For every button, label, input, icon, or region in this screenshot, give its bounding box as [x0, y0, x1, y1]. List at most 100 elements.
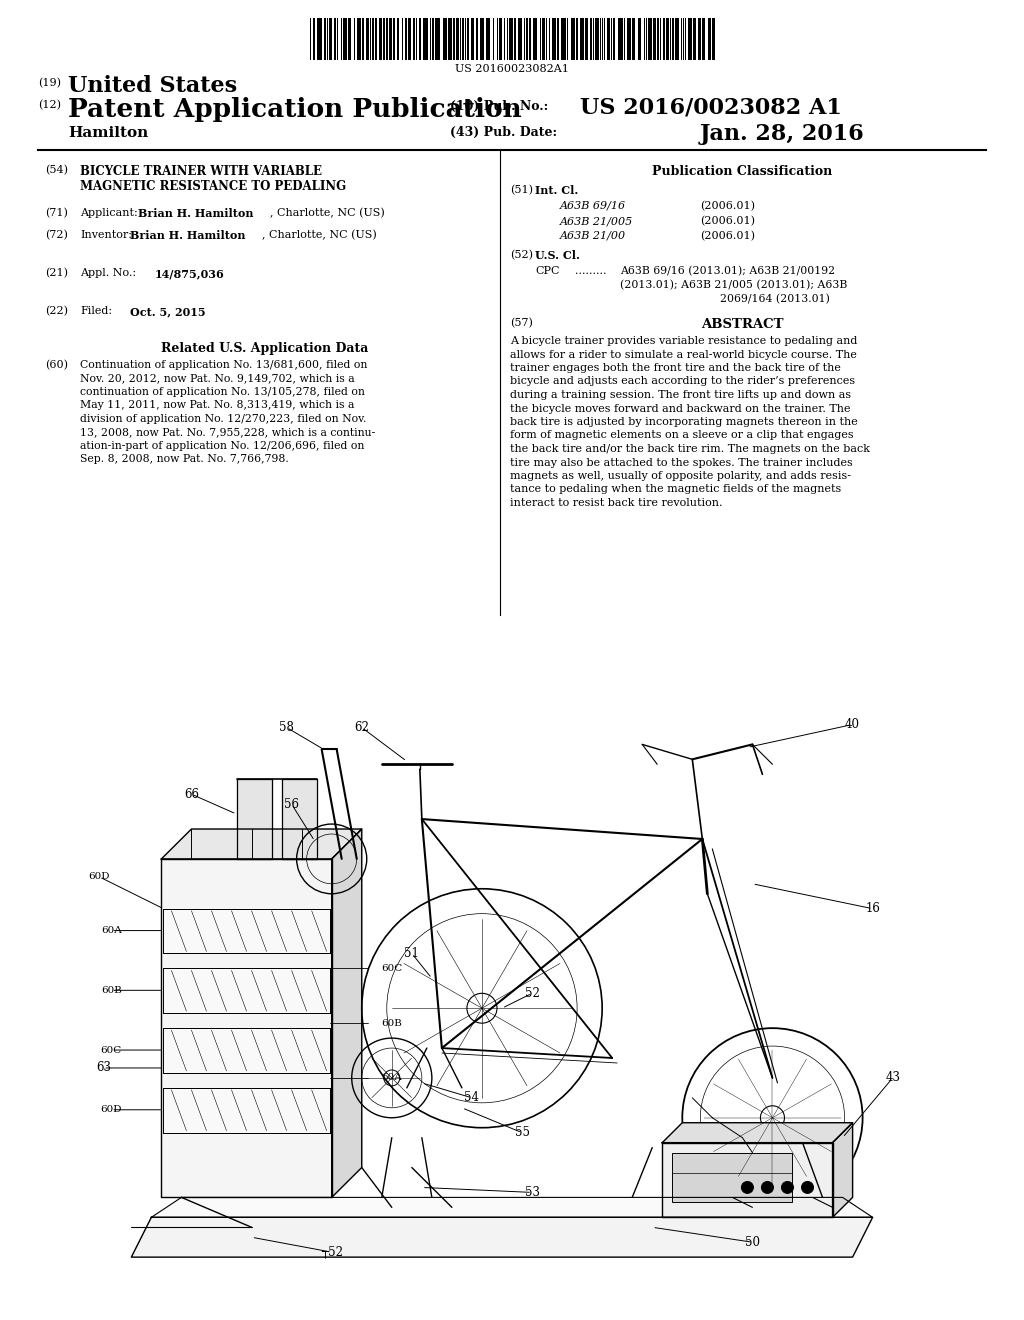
Text: 43: 43	[885, 1072, 900, 1085]
Text: (60): (60)	[45, 360, 68, 371]
Text: A63B 21/00: A63B 21/00	[560, 231, 626, 242]
Bar	[509, 18, 513, 59]
Polygon shape	[663, 1123, 853, 1143]
Bar	[499, 18, 502, 59]
Text: ┬52: ┬52	[321, 1246, 343, 1259]
Bar	[571, 18, 575, 59]
Bar	[672, 18, 674, 59]
Bar	[638, 18, 641, 59]
Bar	[334, 18, 336, 59]
Bar	[666, 18, 669, 59]
Text: BICYCLE TRAINER WITH VARIABLE: BICYCLE TRAINER WITH VARIABLE	[80, 165, 322, 178]
Bar	[164, 1028, 330, 1073]
Bar	[514, 18, 516, 59]
Bar	[423, 18, 428, 59]
Text: Filed:: Filed:	[80, 306, 112, 315]
Polygon shape	[282, 779, 316, 859]
Text: Continuation of application No. 13/681,600, filed on: Continuation of application No. 13/681,6…	[80, 360, 368, 370]
Text: interact to resist back tire revolution.: interact to resist back tire revolution.	[510, 498, 723, 508]
Text: form of magnetic elements on a sleeve or a clip that engages: form of magnetic elements on a sleeve or…	[510, 430, 854, 441]
Text: (12): (12)	[38, 100, 61, 111]
Bar	[467, 18, 469, 59]
Text: 58: 58	[280, 721, 294, 734]
Text: Brian H. Hamilton: Brian H. Hamilton	[130, 230, 246, 242]
Text: 60C: 60C	[381, 964, 402, 973]
Text: 60A: 60A	[101, 927, 122, 935]
Text: the bicycle moves forward and backward on the trainer. The: the bicycle moves forward and backward o…	[510, 404, 851, 413]
Bar	[590, 18, 592, 59]
Polygon shape	[152, 1197, 872, 1217]
Text: 52: 52	[524, 987, 540, 999]
Bar	[397, 18, 399, 59]
Bar	[406, 18, 407, 59]
Bar	[413, 18, 415, 59]
Text: tire may also be attached to the spokes. The trainer includes: tire may also be attached to the spokes.…	[510, 458, 853, 467]
Bar	[419, 18, 421, 59]
Bar	[663, 18, 665, 59]
Bar	[476, 18, 478, 59]
Text: 53: 53	[524, 1185, 540, 1199]
Text: CPC: CPC	[535, 267, 559, 276]
Text: 54: 54	[465, 1092, 479, 1105]
Polygon shape	[162, 859, 332, 1197]
Text: bicycle and adjusts each according to the rider’s preferences: bicycle and adjusts each according to th…	[510, 376, 855, 387]
Text: 60B: 60B	[101, 986, 122, 995]
Bar	[688, 18, 692, 59]
Bar	[526, 18, 528, 59]
Text: A63B 21/005: A63B 21/005	[560, 216, 633, 226]
Polygon shape	[162, 829, 361, 859]
Bar	[343, 18, 347, 59]
Polygon shape	[131, 1217, 872, 1257]
Text: May 11, 2011, now Pat. No. 8,313,419, which is a: May 11, 2011, now Pat. No. 8,313,419, wh…	[80, 400, 354, 411]
Text: 14/875,036: 14/875,036	[155, 268, 224, 279]
Bar	[708, 18, 711, 59]
Bar	[712, 18, 715, 59]
Text: US 2016/0023082 A1: US 2016/0023082 A1	[580, 96, 842, 119]
Text: (2006.01): (2006.01)	[700, 216, 755, 226]
Bar	[627, 18, 631, 59]
Bar	[632, 18, 635, 59]
Bar	[408, 18, 411, 59]
Polygon shape	[663, 1143, 833, 1217]
Bar	[389, 18, 392, 59]
Bar	[164, 908, 330, 953]
Bar	[329, 18, 332, 59]
Text: (2006.01): (2006.01)	[700, 201, 755, 211]
Bar	[480, 18, 484, 59]
Text: (22): (22)	[45, 306, 68, 317]
Bar	[164, 969, 330, 1014]
Text: tance to pedaling when the magnetic fields of the magnets: tance to pedaling when the magnetic fiel…	[510, 484, 842, 495]
Bar	[357, 18, 361, 59]
Bar	[648, 18, 652, 59]
Text: MAGNETIC RESISTANCE TO PEDALING: MAGNETIC RESISTANCE TO PEDALING	[80, 180, 346, 193]
Bar	[618, 18, 623, 59]
Text: 60C: 60C	[100, 1045, 122, 1055]
Text: (51): (51)	[510, 185, 534, 195]
Text: ABSTRACT: ABSTRACT	[700, 318, 783, 331]
Bar	[386, 18, 388, 59]
Text: Brian H. Hamilton: Brian H. Hamilton	[138, 209, 254, 219]
Text: Hamilton: Hamilton	[68, 125, 148, 140]
Text: 66: 66	[184, 788, 199, 801]
Text: (72): (72)	[45, 230, 68, 240]
Text: back tire is adjusted by incorporating magnets thereon in the: back tire is adjusted by incorporating m…	[510, 417, 858, 426]
Bar	[698, 18, 701, 59]
Bar	[383, 18, 385, 59]
Text: .........: .........	[575, 267, 606, 276]
Bar	[486, 18, 490, 59]
Text: the back tire and/or the back tire rim. The magnets on the back: the back tire and/or the back tire rim. …	[510, 444, 870, 454]
Bar	[702, 18, 705, 59]
Polygon shape	[833, 1123, 853, 1217]
Bar	[552, 18, 556, 59]
Bar	[542, 18, 545, 59]
Text: 60B: 60B	[381, 1019, 402, 1028]
Text: (43) Pub. Date:: (43) Pub. Date:	[450, 125, 557, 139]
Bar	[529, 18, 531, 59]
Text: Patent Application Publication: Patent Application Publication	[68, 96, 522, 121]
Bar	[673, 1152, 793, 1203]
Bar	[575, 18, 578, 59]
Text: Appl. No.:: Appl. No.:	[80, 268, 136, 279]
Text: 55: 55	[514, 1126, 529, 1139]
Text: , Charlotte, NC (US): , Charlotte, NC (US)	[262, 230, 377, 240]
Text: United States: United States	[68, 75, 238, 96]
